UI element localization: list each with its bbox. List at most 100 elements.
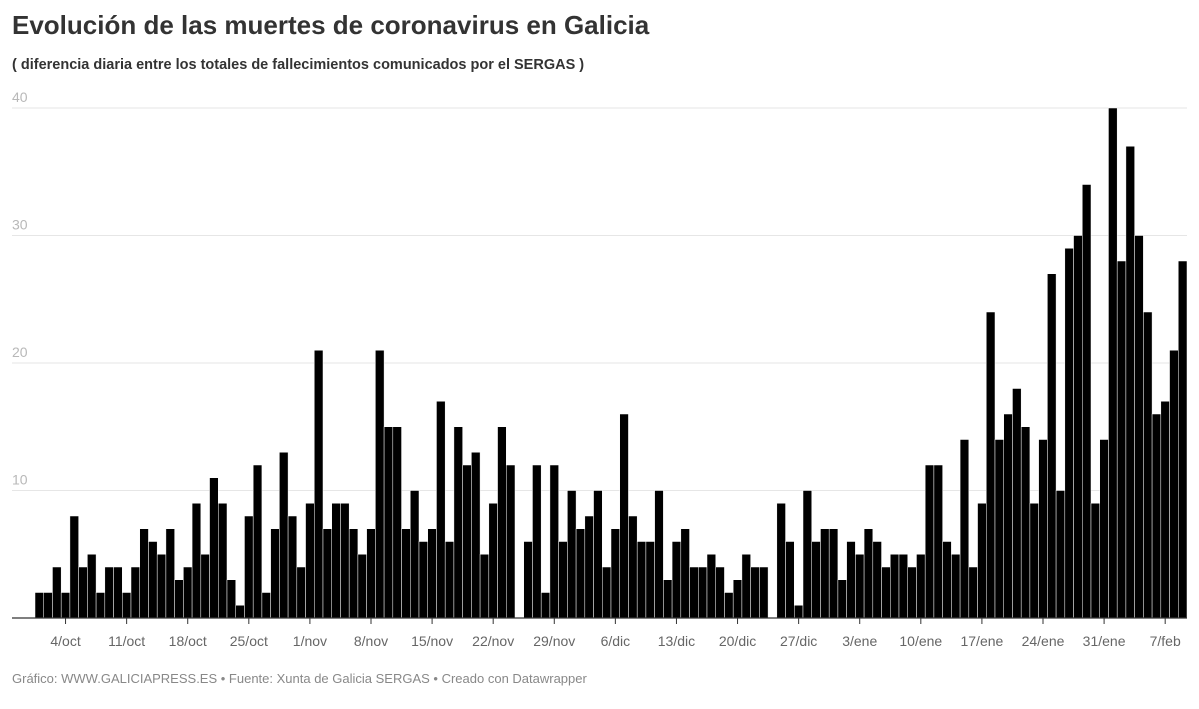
y-tick-label: 10 (12, 472, 28, 488)
bar (567, 490, 577, 619)
chart-title: Evolución de las muertes de coronavirus … (12, 10, 650, 40)
bar (479, 554, 490, 619)
x-tick-label: 7/feb (1150, 633, 1181, 649)
bar (689, 566, 699, 619)
bar (270, 528, 280, 619)
bar (209, 477, 219, 619)
bar (383, 426, 394, 619)
bar (305, 503, 315, 619)
bar (348, 528, 359, 619)
bar (401, 528, 411, 619)
bar (165, 528, 175, 619)
bar (444, 541, 455, 619)
bar (1020, 426, 1031, 619)
bar (218, 503, 228, 619)
bar (1108, 107, 1118, 619)
bar (732, 579, 743, 619)
bar (1029, 503, 1039, 619)
bar (497, 426, 507, 619)
bar (34, 592, 44, 619)
bar (575, 528, 586, 619)
bar (584, 515, 594, 619)
bar (602, 566, 612, 619)
bar (671, 541, 682, 619)
bar (375, 350, 385, 619)
bar (104, 566, 114, 619)
bar (87, 554, 97, 619)
bar (200, 554, 210, 619)
bar (453, 426, 463, 619)
bar (881, 566, 891, 619)
x-tick-label: 22/nov (472, 633, 514, 649)
axes: 4/oct 11/oct 18/oct 25/oct 1/nov 8/nov 15/nov 2… (12, 617, 1187, 649)
x-tick-label: 17/ene (960, 633, 1003, 649)
bar (942, 541, 952, 619)
x-tick-label: 25/oct (230, 633, 268, 649)
x-tick-label: 1/nov (293, 633, 327, 649)
bar (174, 579, 184, 619)
bar (52, 566, 62, 619)
bar (287, 515, 298, 619)
bar (366, 528, 376, 619)
bar (759, 566, 769, 619)
bar (1151, 413, 1162, 619)
x-tick-label: 18/oct (169, 633, 207, 649)
bar (750, 566, 760, 619)
bar (1064, 248, 1074, 619)
bar (959, 439, 970, 619)
bar (1082, 184, 1092, 619)
bar (532, 464, 542, 619)
bar (130, 566, 140, 619)
bar (1099, 439, 1109, 619)
bar (890, 554, 900, 619)
bar (645, 541, 655, 619)
bar (357, 554, 367, 619)
bar (410, 490, 420, 619)
bar (122, 592, 132, 619)
bar (1073, 235, 1083, 619)
bar (977, 503, 987, 619)
bar (1012, 388, 1022, 619)
bar (663, 579, 673, 619)
bar (593, 490, 603, 619)
bar (951, 554, 961, 619)
bar (698, 566, 708, 619)
bar (235, 605, 245, 619)
y-tick-label: 20 (12, 344, 28, 360)
bar (1038, 439, 1048, 619)
x-tick-label: 4/oct (50, 633, 80, 649)
bar (636, 541, 647, 619)
bar (706, 554, 716, 619)
bar (828, 528, 839, 619)
bar (968, 566, 978, 619)
bar (811, 541, 821, 619)
bar (69, 515, 79, 619)
bar (183, 566, 193, 619)
chart-footer: Gráfico: WWW.GALICIAPRESS.ES • Fuente: X… (12, 671, 587, 686)
bar (331, 503, 341, 619)
x-tick-label: 3/ene (842, 633, 877, 649)
bar (558, 541, 568, 619)
bar (785, 541, 795, 619)
bar (820, 528, 830, 619)
bar (392, 426, 402, 619)
bar (1143, 311, 1153, 619)
x-tick-label: 11/oct (108, 633, 145, 649)
bar (628, 515, 638, 619)
bar (471, 452, 481, 619)
x-tick-label: 6/dic (601, 633, 631, 649)
y-tick-label: 30 (12, 217, 28, 233)
bar (680, 528, 690, 619)
bar (1047, 273, 1057, 619)
bar (994, 439, 1004, 619)
bar (462, 464, 472, 619)
bar (322, 528, 332, 619)
bar (78, 566, 88, 619)
bar (898, 554, 908, 619)
bar (1169, 350, 1179, 619)
bar (139, 528, 149, 619)
chart-subtitle: ( diferencia diaria entre los totales de… (12, 57, 585, 73)
bar (113, 566, 123, 619)
bar (855, 554, 865, 619)
